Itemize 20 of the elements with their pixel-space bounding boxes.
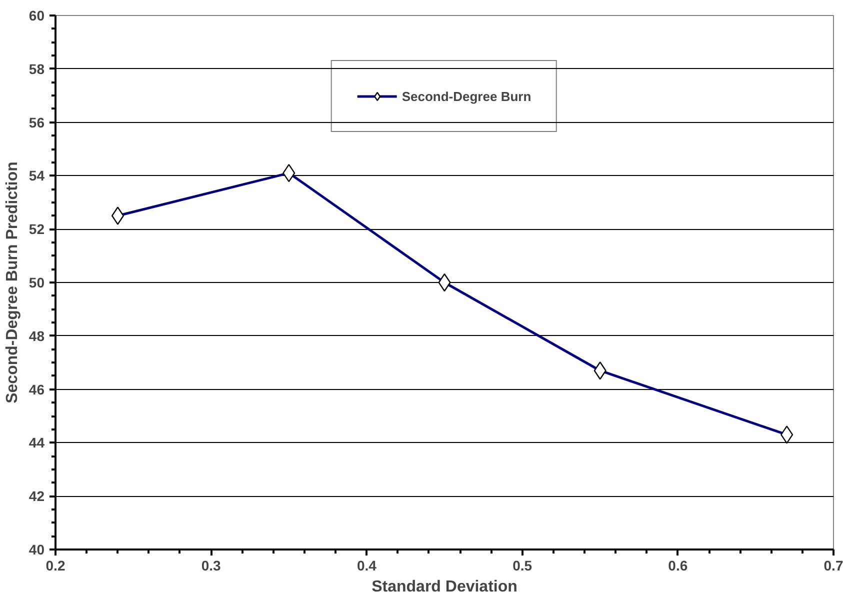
- x-tick-label: 0.5: [512, 558, 532, 574]
- x-tick-label: 0.4: [356, 558, 377, 574]
- y-tick-label: 54: [28, 168, 45, 184]
- x-tick-label: 0.3: [201, 558, 222, 574]
- y-tick-label: 42: [28, 488, 45, 504]
- y-tick-label: 40: [28, 542, 45, 558]
- y-tick-label: 50: [28, 274, 45, 290]
- x-tick-label: 0.7: [824, 558, 843, 574]
- legend-label: Second-Degree Burn: [402, 88, 532, 104]
- y-tick-label: 46: [28, 381, 45, 398]
- y-tick-label: 44: [28, 434, 45, 451]
- x-axis-title: Standard Deviation: [372, 578, 518, 596]
- y-tick-label: 58: [28, 60, 45, 77]
- y-tick-label: 48: [28, 328, 45, 344]
- x-tick-label: 0.6: [668, 558, 688, 574]
- y-tick-label: 52: [28, 221, 45, 238]
- y-tick-label: 56: [28, 114, 45, 130]
- y-tick-label: 60: [28, 8, 45, 24]
- x-tick-label: 0.2: [46, 558, 66, 574]
- y-axis-title: Second-Degree Burn Prediction: [4, 162, 21, 404]
